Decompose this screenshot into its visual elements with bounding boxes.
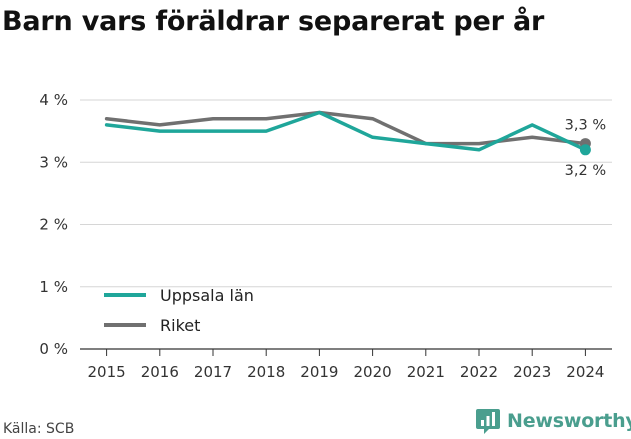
x-tick-label-2015: 2015 <box>88 363 126 381</box>
legend-item-riket: Riket <box>104 310 254 340</box>
end-points: 3,3 % 3,2 % <box>565 118 606 179</box>
x-tick-label-2021: 2021 <box>407 363 445 381</box>
brand-logo: Newsworthy <box>475 407 631 435</box>
end-label-riket: 3,3 % <box>565 118 606 134</box>
x-tick-label-2023: 2023 <box>513 363 551 381</box>
chart-title: Barn vars föräldrar separerat per år <box>2 6 545 37</box>
x-tick-label-2020: 2020 <box>354 363 392 381</box>
y-tick-label-1: 1 % <box>39 278 68 296</box>
x-tick-label-2024: 2024 <box>566 363 604 381</box>
legend: Uppsala län Riket <box>104 280 254 340</box>
legend-swatch-riket <box>104 323 146 327</box>
series-lines <box>104 110 588 152</box>
gridlines <box>80 99 612 288</box>
legend-swatch-uppsala <box>104 293 146 297</box>
x-axis: 2015 2016 2017 2018 2019 2020 2021 2022 2023 2024 <box>80 348 612 381</box>
series-line-uppsala <box>104 110 588 152</box>
x-tick-label-2017: 2017 <box>194 363 232 381</box>
series-line-riket <box>104 110 588 146</box>
x-tick-label-2018: 2018 <box>247 363 285 381</box>
x-tick-label-2022: 2022 <box>460 363 498 381</box>
x-tick-label-2019: 2019 <box>300 363 338 381</box>
legend-item-uppsala: Uppsala län <box>104 280 254 310</box>
y-tick-label-3: 3 % <box>39 153 68 171</box>
legend-label-uppsala: Uppsala län <box>160 285 254 305</box>
y-tick-label-4: 4 % <box>39 91 68 109</box>
end-label-uppsala: 3,2 % <box>565 163 606 179</box>
x-tick-label-2016: 2016 <box>141 363 179 381</box>
brand-name: Newsworthy <box>507 410 631 432</box>
y-axis-ticks: 0 % 1 % 2 % 3 % 4 % <box>39 91 68 358</box>
source-note: Källa: SCB <box>3 421 75 437</box>
bar-chart-logo-icon <box>476 409 500 434</box>
y-tick-label-0: 0 % <box>39 340 68 358</box>
y-tick-label-2: 2 % <box>39 216 68 234</box>
legend-label-riket: Riket <box>160 315 201 335</box>
end-point-uppsala <box>579 144 591 156</box>
